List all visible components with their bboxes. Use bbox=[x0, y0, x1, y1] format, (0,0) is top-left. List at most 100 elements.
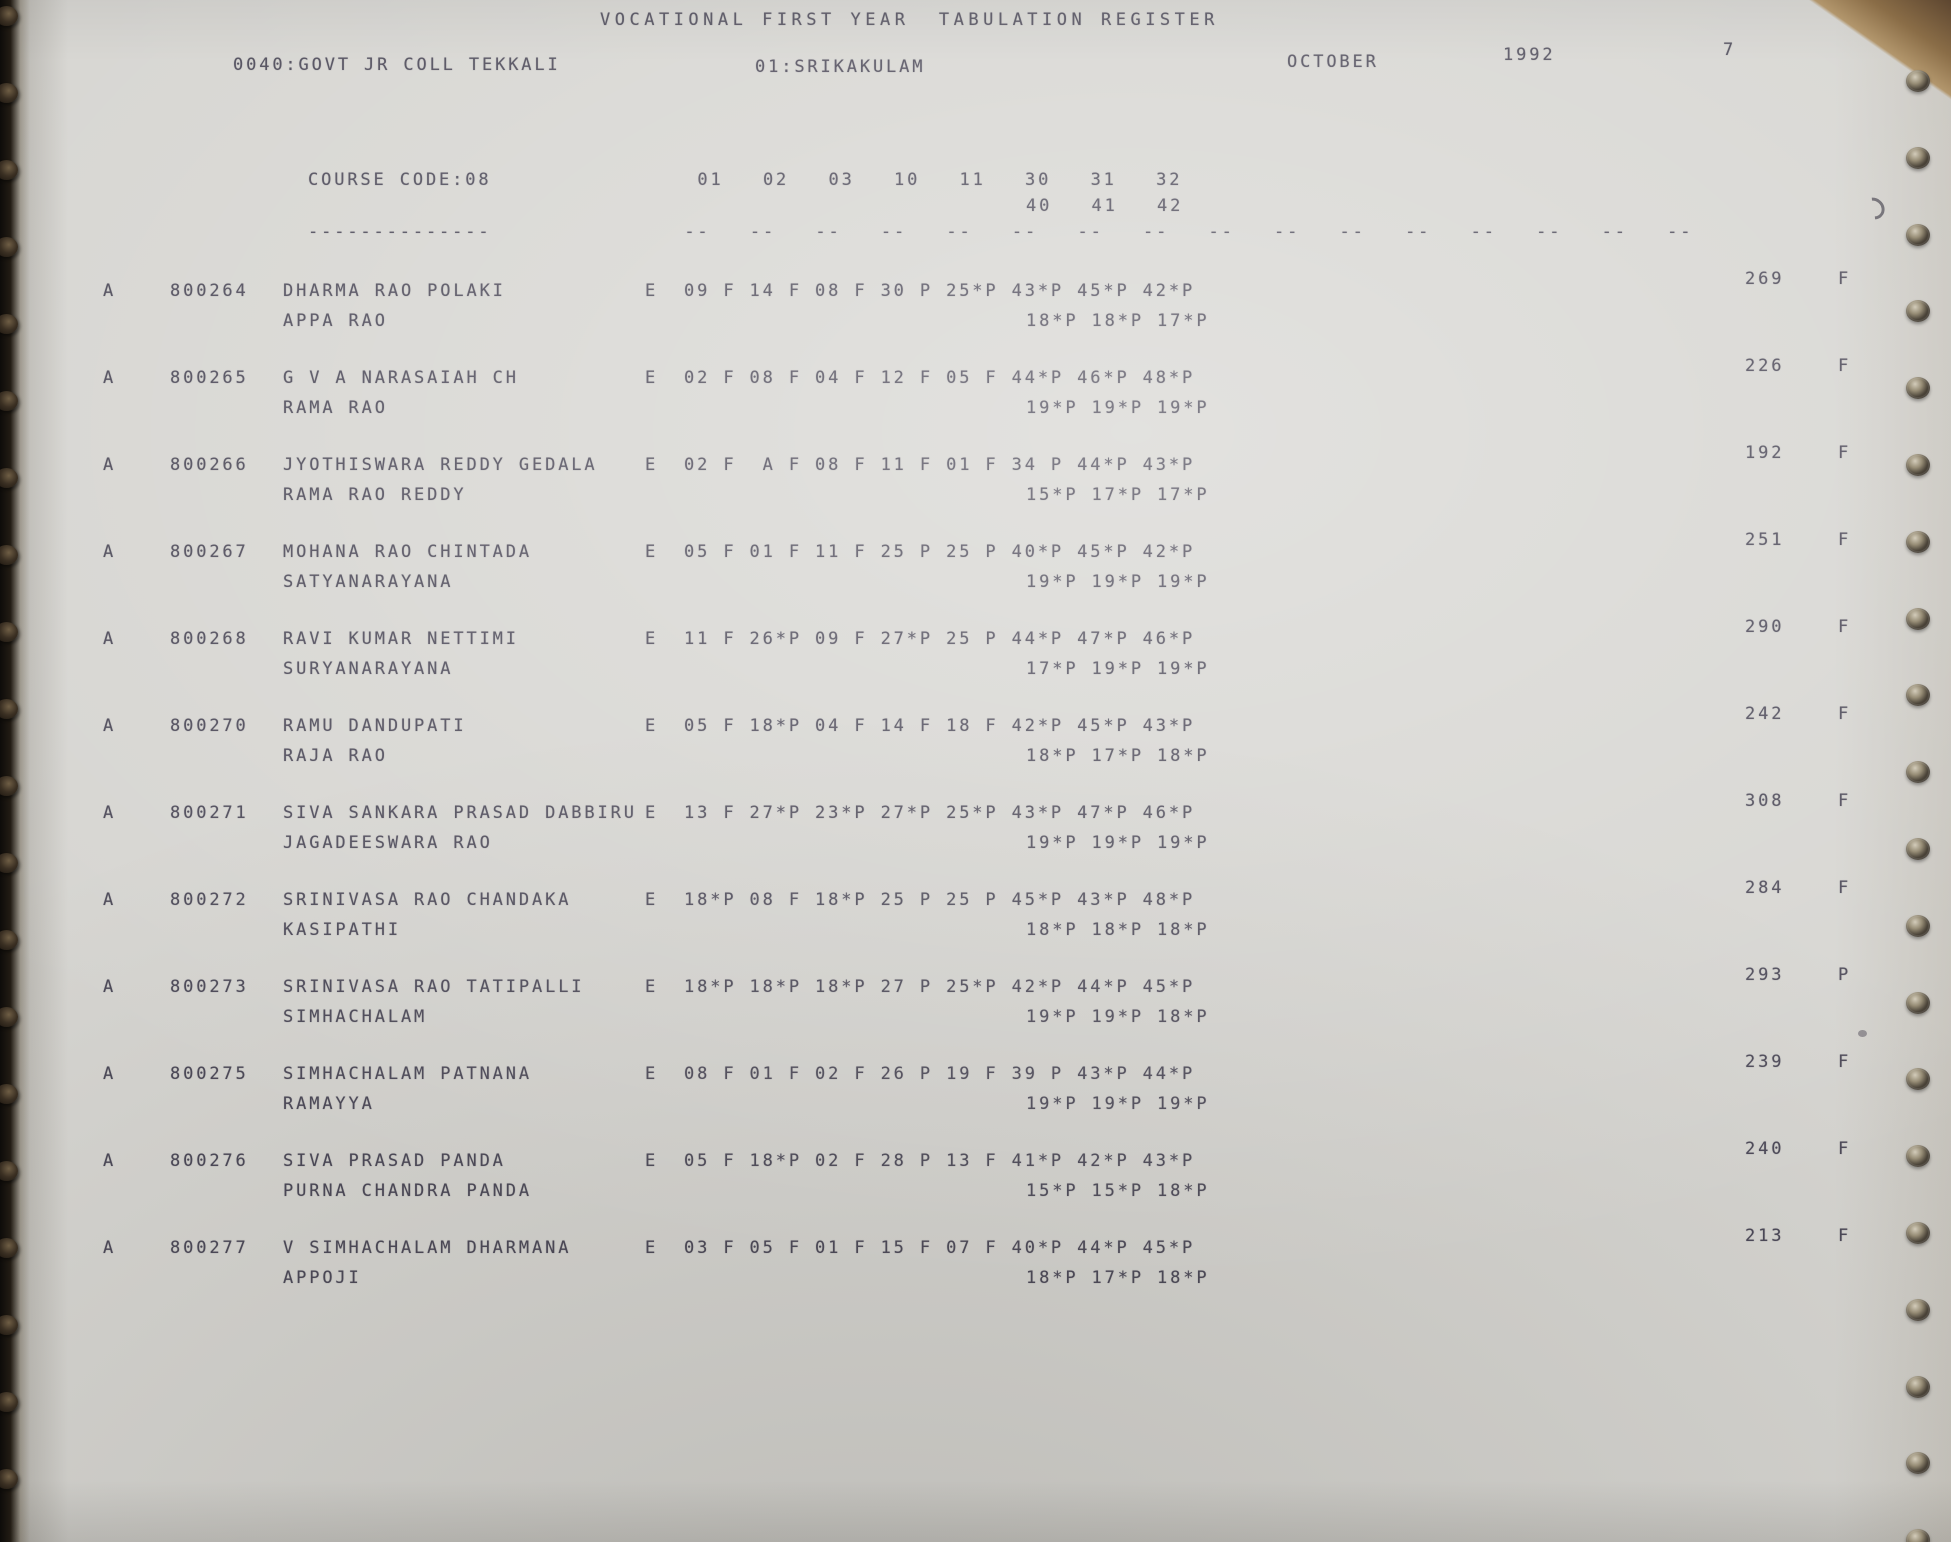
parent-name: SATYANARAYANA bbox=[283, 572, 454, 592]
torn-binding-edge bbox=[0, 0, 30, 1542]
student-name: SIMHACHALAM PATNANA bbox=[283, 1064, 532, 1084]
marks-line-2: 19*P 19*P 18*P bbox=[1026, 1007, 1210, 1027]
total-marks: 269 bbox=[1745, 269, 1785, 289]
result-flag: P bbox=[1838, 965, 1852, 985]
medium-code: E bbox=[645, 629, 659, 649]
medium-code: E bbox=[645, 890, 659, 910]
student-name: SIVA SANKARA PRASAD DABBIRU bbox=[283, 803, 637, 823]
total-marks: 240 bbox=[1745, 1139, 1785, 1159]
medium-code: E bbox=[645, 1151, 659, 1171]
ink-smudge bbox=[1857, 193, 1890, 224]
binding-knot-icon bbox=[0, 1469, 18, 1489]
row-marker: A bbox=[103, 890, 117, 910]
marks-line-2: 18*P 18*P 18*P bbox=[1026, 920, 1210, 940]
table-row: A 800273 SRINIVASA RAO TATIPALLI SIMHACH… bbox=[0, 965, 1951, 1041]
binding-knot-icon bbox=[0, 237, 18, 257]
roll-number: 800277 bbox=[170, 1238, 249, 1258]
binding-eyelet-icon bbox=[1906, 684, 1930, 707]
binding-knot-icon bbox=[0, 160, 18, 180]
table-row: A 800268 RAVI KUMAR NETTIMI SURYANARAYAN… bbox=[0, 617, 1951, 693]
result-flag: F bbox=[1838, 617, 1852, 637]
student-name: RAMU DANDUPATI bbox=[283, 716, 467, 736]
exam-month: OCTOBER bbox=[1287, 52, 1379, 72]
total-marks: 290 bbox=[1745, 617, 1785, 637]
marks-line-1: 02 F 08 F 04 F 12 F 05 F 44*P 46*P 48*P bbox=[684, 368, 1196, 388]
binding-eyelet-icon bbox=[1906, 1529, 1930, 1542]
binding-eyelet-icon bbox=[1906, 1068, 1930, 1091]
result-flag: F bbox=[1838, 791, 1852, 811]
parent-name: PURNA CHANDRA PANDA bbox=[283, 1181, 532, 1201]
total-marks: 239 bbox=[1745, 1052, 1785, 1072]
roll-number: 800267 bbox=[170, 542, 249, 562]
parent-name: SURYANARAYANA bbox=[283, 659, 454, 679]
student-name: V SIMHACHALAM DHARMANA bbox=[283, 1238, 572, 1258]
binding-eyelet-icon bbox=[1906, 1375, 1930, 1398]
binding-knot-icon bbox=[0, 699, 18, 719]
exam-year: 1992 bbox=[1503, 45, 1556, 65]
table-row: A 800267 MOHANA RAO CHINTADA SATYANARAYA… bbox=[0, 530, 1951, 606]
roll-number: 800270 bbox=[170, 716, 249, 736]
binding-knot-icon bbox=[0, 6, 18, 26]
roll-number: 800268 bbox=[170, 629, 249, 649]
roll-number: 800272 bbox=[170, 890, 249, 910]
roll-number: 800276 bbox=[170, 1151, 249, 1171]
total-marks: 284 bbox=[1745, 878, 1785, 898]
district-name: 01:SRIKAKULAM bbox=[755, 57, 926, 77]
medium-code: E bbox=[645, 542, 659, 562]
student-name: G V A NARASAIAH CH bbox=[283, 368, 519, 388]
marks-line-2: 19*P 19*P 19*P bbox=[1026, 572, 1210, 592]
table-row: A 800264 DHARMA RAO POLAKI APPA RAO E 09… bbox=[0, 269, 1951, 345]
marks-line-2: 19*P 19*P 19*P bbox=[1026, 1094, 1210, 1114]
marks-line-2: 15*P 17*P 17*P bbox=[1026, 485, 1210, 505]
binding-eyelet-icon bbox=[1906, 1298, 1930, 1321]
parent-name: RAMA RAO REDDY bbox=[283, 485, 467, 505]
result-flag: F bbox=[1838, 269, 1852, 289]
parent-name: APPA RAO bbox=[283, 311, 388, 331]
table-row: A 800270 RAMU DANDUPATI RAJA RAO E 05 F … bbox=[0, 704, 1951, 780]
total-marks: 226 bbox=[1745, 356, 1785, 376]
table-row: A 800275 SIMHACHALAM PATNANA RAMAYYA E 0… bbox=[0, 1052, 1951, 1128]
parent-name: RAMAYYA bbox=[283, 1094, 375, 1114]
marks-line-2: 19*P 19*P 19*P bbox=[1026, 398, 1210, 418]
binding-eyelet-icon bbox=[1906, 70, 1930, 92]
row-marker: A bbox=[103, 368, 117, 388]
page-number: 7 bbox=[1723, 40, 1737, 60]
marks-line-1: 08 F 01 F 02 F 26 P 19 F 39 P 43*P 44*P bbox=[684, 1064, 1196, 1084]
binding-knot-icon bbox=[0, 1007, 18, 1027]
binding-eyelet-icon bbox=[1906, 530, 1930, 553]
total-marks: 213 bbox=[1745, 1226, 1785, 1246]
binding-knot-icon bbox=[0, 776, 18, 796]
binding-eyelet-icon bbox=[1906, 1452, 1930, 1475]
marks-line-1: 05 F 18*P 04 F 14 F 18 F 42*P 45*P 43*P bbox=[684, 716, 1196, 736]
binding-knot-icon bbox=[0, 930, 18, 950]
page-title: VOCATIONAL FIRST YEAR TABULATION REGISTE… bbox=[600, 10, 1219, 30]
row-marker: A bbox=[103, 1151, 117, 1171]
table-row: A 800276 SIVA PRASAD PANDA PURNA CHANDRA… bbox=[0, 1139, 1951, 1215]
student-name: MOHANA RAO CHINTADA bbox=[283, 542, 532, 562]
roll-number: 800273 bbox=[170, 977, 249, 997]
marks-line-2: 19*P 19*P 19*P bbox=[1026, 833, 1210, 853]
binding-eyelet-icon bbox=[1906, 454, 1930, 476]
medium-code: E bbox=[645, 803, 659, 823]
roll-number: 800264 bbox=[170, 281, 249, 301]
row-marker: A bbox=[103, 542, 117, 562]
student-name: RAVI KUMAR NETTIMI bbox=[283, 629, 519, 649]
roll-number: 800271 bbox=[170, 803, 249, 823]
course-code-label: COURSE CODE:08 bbox=[308, 170, 492, 190]
result-flag: F bbox=[1838, 1139, 1852, 1159]
row-marker: A bbox=[103, 281, 117, 301]
binding-knot-icon bbox=[0, 468, 18, 488]
medium-code: E bbox=[645, 716, 659, 736]
roll-number: 800275 bbox=[170, 1064, 249, 1084]
binding-knot-icon bbox=[0, 853, 18, 873]
row-marker: A bbox=[103, 1238, 117, 1258]
course-code-underline: -------------- bbox=[308, 222, 492, 242]
binding-eyelet-icon bbox=[1906, 1145, 1930, 1168]
marks-line-1: 05 F 18*P 02 F 28 P 13 F 41*P 42*P 43*P bbox=[684, 1151, 1196, 1171]
binding-eyelet-icon bbox=[1906, 761, 1930, 784]
binding-eyelet-icon bbox=[1906, 377, 1930, 400]
binding-eyelet-icon bbox=[1906, 838, 1930, 860]
total-marks: 251 bbox=[1745, 530, 1785, 550]
binding-eyelet-icon bbox=[1906, 991, 1930, 1014]
marks-line-2: 15*P 15*P 18*P bbox=[1026, 1181, 1210, 1201]
